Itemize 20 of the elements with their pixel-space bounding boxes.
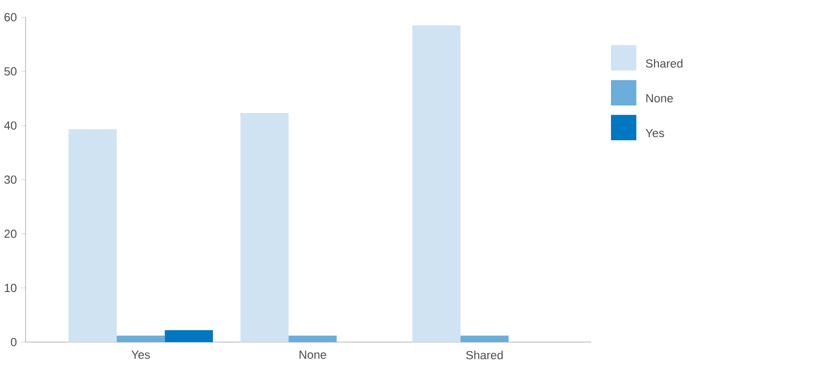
- bar: [164, 330, 213, 342]
- x-tick-label: Shared: [466, 350, 503, 360]
- y-tick-label: 40: [4, 122, 16, 130]
- x-tick-label: Yes: [131, 350, 150, 360]
- y-tick-label: 50: [4, 67, 16, 76]
- legend-label: Shared: [646, 59, 682, 68]
- bar: [288, 336, 337, 342]
- bar: [116, 336, 165, 342]
- y-tick-label: 10: [4, 284, 16, 292]
- y-tick-label: 30: [4, 176, 16, 184]
- y-tick-label: 20: [4, 230, 16, 238]
- bar: [412, 26, 460, 342]
- legend-label: None: [646, 94, 673, 103]
- y-tick-label: 0: [10, 338, 16, 346]
- y-tick-label: 60: [4, 13, 16, 22]
- bar: [460, 336, 509, 342]
- x-tick-label: None: [300, 350, 326, 360]
- legend-label: Yes: [646, 129, 664, 138]
- bar: [68, 130, 117, 342]
- bar: [240, 113, 289, 342]
